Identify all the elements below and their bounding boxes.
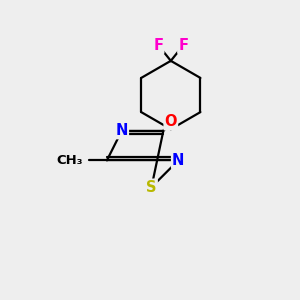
Text: CH₃: CH₃ xyxy=(57,154,83,167)
Text: N: N xyxy=(172,153,184,168)
Text: F: F xyxy=(178,38,188,53)
Text: N: N xyxy=(116,123,128,138)
Text: O: O xyxy=(165,114,177,129)
Text: F: F xyxy=(153,38,163,53)
Text: S: S xyxy=(146,180,157,195)
